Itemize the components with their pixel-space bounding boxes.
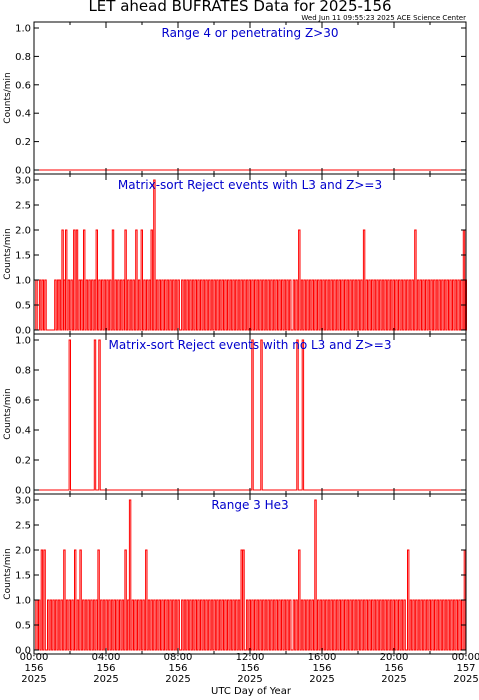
x-tick-time: 08:00 [164, 652, 193, 663]
x-tick-day: 156 [240, 663, 259, 674]
x-tick-year: 2025 [453, 674, 478, 685]
x-tick-day: 156 [384, 663, 403, 674]
x-tick-day: 156 [168, 663, 187, 674]
y-tick-label: 0.6 [15, 396, 31, 407]
x-tick-day: 156 [312, 663, 331, 674]
x-tick-day: 157 [456, 663, 475, 674]
x-tick-time: 20:00 [380, 652, 409, 663]
x-tick-year: 2025 [21, 674, 46, 685]
y-tick-label: 0.0 [15, 166, 31, 177]
panel-title: Range 4 or penetrating Z>30 [162, 26, 339, 40]
panel-title: Range 3 He3 [211, 498, 288, 512]
y-tick-label: 0.8 [15, 366, 31, 377]
y-tick-label: 0.5 [15, 301, 31, 312]
x-tick-day: 156 [96, 663, 115, 674]
x-tick-time: 04:00 [92, 652, 121, 663]
x-tick-year: 2025 [165, 674, 190, 685]
y-tick-label: 1.5 [15, 251, 31, 262]
y-axis-label: Counts/min [3, 388, 13, 439]
y-tick-label: 0.4 [15, 426, 31, 437]
panel-title: Matrix-sort Reject events with L3 and Z>… [118, 178, 382, 192]
panels: 0.0 0.2 0.4 0.6 0.8 1.0 Range 4 or penetrating… [3, 21, 467, 657]
y-tick-label: 0.5 [15, 621, 31, 632]
x-tick-time: 12:00 [236, 652, 265, 663]
y-tick-label: 0.8 [15, 52, 31, 63]
y-tick-label: 2.5 [15, 521, 31, 532]
y-tick-label: 2.0 [15, 546, 31, 557]
series-line [34, 499, 467, 651]
y-tick-label: 1.0 [15, 276, 31, 287]
x-tick-time: 00:00 [452, 652, 479, 663]
y-tick-label: 3.0 [15, 496, 31, 507]
y-tick-label: 1.5 [15, 571, 31, 582]
panel-1: 0.0 0.2 0.4 0.6 0.8 1.0 Range 4 or penetrating… [3, 21, 467, 177]
y-tick-label: 0.4 [15, 109, 31, 120]
y-tick-label: 0.2 [15, 137, 31, 148]
panel-title: Matrix-sort Reject events with no L3 and… [109, 338, 392, 352]
x-tick-time: 00:00 [20, 652, 49, 663]
y-axis-label: Counts/min [3, 548, 13, 599]
y-axis-label: Counts/min [3, 228, 13, 279]
panel-2: 0.0 0.5 1.0 1.5 2.0 2.5 3.0 Matrix-sort Reject … [3, 173, 467, 337]
panel-3: 0.0 0.2 0.4 0.6 0.8 1.0 Matrix-sort Reject eve… [3, 333, 467, 497]
x-axis-label: UTC Day of Year [211, 686, 292, 697]
figure-title: LET ahead BUFRATES Data for 2025-156 [88, 0, 391, 15]
panel-frame [33, 21, 467, 175]
y-tick-label: 0.0 [15, 326, 31, 337]
y-tick-label: 2.0 [15, 226, 31, 237]
y-tick-label: 3.0 [15, 176, 31, 187]
timestamp: Wed Jun 11 09:55:23 2025 ACE Science Cen… [301, 14, 466, 22]
x-tick-year: 2025 [309, 674, 334, 685]
y-tick-label: 1.0 [15, 596, 31, 607]
x-tick-year: 2025 [237, 674, 262, 685]
x-axis: 00:00156202504:00156202508:00156202512:0… [20, 652, 479, 685]
series-line [34, 339, 466, 491]
panel-4: 0.0 0.5 1.0 1.5 2.0 2.5 3.0 Range 3 He3 Counts/m… [3, 493, 467, 657]
x-tick-year: 2025 [93, 674, 118, 685]
y-tick-label: 1.0 [15, 24, 31, 35]
y-tick-label: 0.0 [15, 646, 31, 657]
y-axis-label: Counts/min [3, 72, 13, 123]
x-tick-year: 2025 [381, 674, 406, 685]
y-tick-label: 0.2 [15, 456, 31, 467]
series-line [34, 179, 467, 331]
y-tick-label: 1.0 [15, 336, 31, 347]
y-tick-label: 2.5 [15, 201, 31, 212]
x-tick-time: 16:00 [308, 652, 337, 663]
y-tick-label: 0.6 [15, 80, 31, 91]
x-tick-day: 156 [24, 663, 43, 674]
y-tick-label: 0.0 [15, 486, 31, 497]
